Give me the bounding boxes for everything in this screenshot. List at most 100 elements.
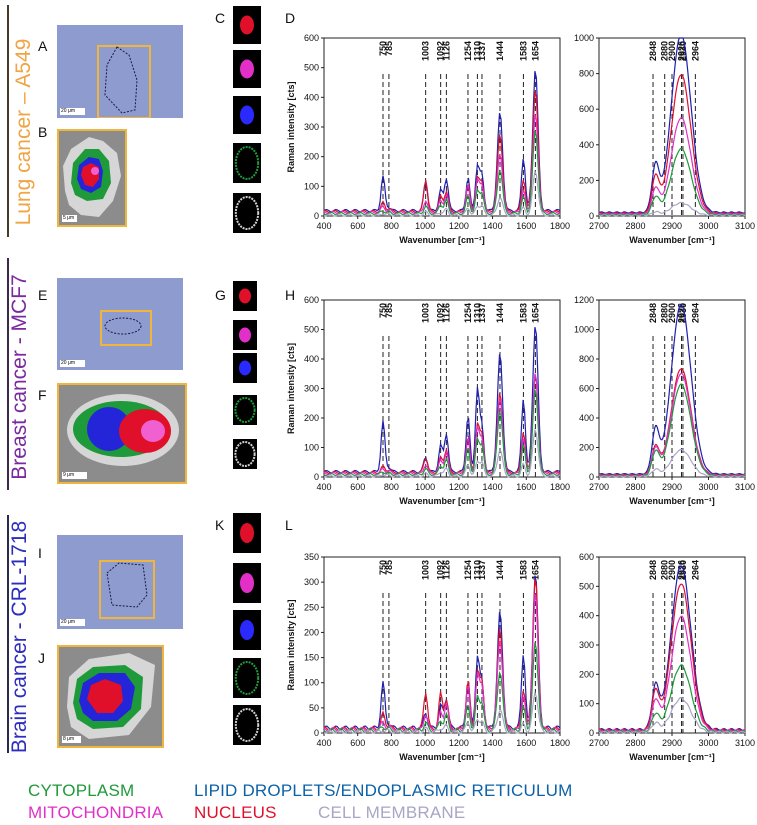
lipid-thumb xyxy=(233,353,257,383)
spectrum-line-nucleus xyxy=(323,579,561,732)
spectrum-line-cell-membrane xyxy=(324,690,561,734)
peak-label: 750 xyxy=(378,41,388,56)
x-tick-label: 2900 xyxy=(662,221,682,231)
peak-label: 2848 xyxy=(648,303,658,323)
panel-label-i: I xyxy=(38,545,42,561)
x-tick-label: 2800 xyxy=(625,482,645,492)
spectrum-line-cell-membrane xyxy=(598,448,746,478)
x-tick-label: 400 xyxy=(316,738,331,748)
x-axis-label: Wavenumber [cm⁻¹] xyxy=(629,235,714,245)
peak-label: 1444 xyxy=(495,303,505,323)
y-tick-label: 500 xyxy=(304,325,319,335)
membrane-thumb xyxy=(233,193,261,233)
x-tick-label: 1200 xyxy=(449,482,469,492)
x-tick-label: 3100 xyxy=(735,738,755,748)
x-tick-label: 800 xyxy=(384,738,399,748)
y-tick-label: 0 xyxy=(314,472,319,482)
peak-label: 750 xyxy=(378,303,388,318)
spectrum-line-lipid-droplets-er xyxy=(323,575,561,731)
cytoplasm-thumb xyxy=(233,658,261,698)
y-tick-label: 400 xyxy=(579,140,594,150)
y-tick-label: 200 xyxy=(304,152,319,162)
spectrum-line-cytoplasm xyxy=(323,642,561,734)
y-tick-label: 400 xyxy=(579,611,594,621)
x-tick-label: 2900 xyxy=(662,738,682,748)
peak-label: 1583 xyxy=(518,560,528,580)
panel-label-h: H xyxy=(285,287,296,303)
row-divider-lung xyxy=(7,5,9,237)
peak-label: 2900 xyxy=(667,303,677,323)
spectrum-line-lipid-droplets-er xyxy=(323,70,561,213)
panel-label-k: K xyxy=(215,517,225,533)
x-tick-label: 600 xyxy=(350,482,365,492)
y-tick-label: 300 xyxy=(304,384,319,394)
peak-label: 1337 xyxy=(477,41,487,61)
peak-label: 2964 xyxy=(690,41,700,61)
panel-label-f: F xyxy=(38,387,47,403)
spectrum-line-cell-membrane xyxy=(598,696,746,734)
spectrum-line-cytoplasm xyxy=(323,130,561,216)
y-tick-label: 50 xyxy=(309,703,319,713)
panel-label-e: E xyxy=(38,287,48,303)
y-tick-label: 150 xyxy=(304,653,319,663)
nucleus-thumb xyxy=(233,281,257,311)
peak-label: 1254 xyxy=(463,560,473,580)
cytoplasm-thumb xyxy=(233,143,261,183)
peak-label: 1092 xyxy=(436,303,446,323)
spectrum-line-mitochondria xyxy=(598,615,746,733)
y-tick-label: 1200 xyxy=(574,295,594,305)
panel-label-g: G xyxy=(215,287,226,303)
x-axis-label: Wavenumber [cm⁻¹] xyxy=(399,235,484,245)
y-tick-label: 600 xyxy=(579,552,594,562)
y-tick-label: 100 xyxy=(304,678,319,688)
legend-cytoplasm: CYTOPLASM xyxy=(28,781,135,800)
y-tick-label: 800 xyxy=(579,69,594,79)
x-tick-label: 600 xyxy=(350,738,365,748)
nucleus-thumb xyxy=(233,6,261,44)
peak-label: 2900 xyxy=(667,41,677,61)
y-tick-label: 0 xyxy=(314,211,319,221)
peak-label: 1126 xyxy=(441,41,451,61)
plot-frame xyxy=(323,556,561,734)
x-tick-label: 1800 xyxy=(550,221,570,231)
x-tick-label: 2700 xyxy=(589,738,609,748)
x-tick-label: 1800 xyxy=(550,482,570,492)
x-tick-label: 2800 xyxy=(625,738,645,748)
peak-label: 2964 xyxy=(690,303,700,323)
raman-map-mcf7: 9 μm xyxy=(57,383,187,484)
spectrum-line-nucleus xyxy=(323,376,561,475)
x-tick-label: 3000 xyxy=(698,482,718,492)
panel-label-b: B xyxy=(38,124,48,140)
y-tick-label: 400 xyxy=(304,354,319,364)
lipid-thumb xyxy=(233,610,261,650)
spectrum-line-cytoplasm xyxy=(598,383,746,477)
peak-label: 750 xyxy=(378,560,388,575)
x-tick-label: 3000 xyxy=(698,738,718,748)
x-axis-label: Wavenumber [cm⁻¹] xyxy=(399,496,484,506)
y-tick-label: 400 xyxy=(579,413,594,423)
peak-label: 1126 xyxy=(441,303,451,323)
raman-map-a549: 5 μm xyxy=(57,129,127,227)
peak-label: 2848 xyxy=(648,41,658,61)
microscope-image-mcf7: 20 μm xyxy=(57,278,183,370)
x-tick-label: 600 xyxy=(350,221,365,231)
nucleus-thumb xyxy=(233,513,261,553)
y-tick-label: 250 xyxy=(304,602,319,612)
panel-label-j: J xyxy=(38,650,45,666)
x-tick-label: 1000 xyxy=(415,221,435,231)
peak-label: 1003 xyxy=(421,303,431,323)
spectrum-line-cell-membrane xyxy=(324,169,561,217)
spectrum-line-cell-membrane xyxy=(598,201,746,217)
x-tick-label: 3100 xyxy=(735,482,755,492)
y-tick-label: 100 xyxy=(304,443,319,453)
y-tick-label: 200 xyxy=(579,443,594,453)
lipid-thumb xyxy=(233,96,261,134)
x-tick-label: 800 xyxy=(384,482,399,492)
panel-label-l: L xyxy=(285,517,293,533)
legend-nucleus: NUCLEUS xyxy=(194,803,277,822)
x-tick-label: 1000 xyxy=(415,738,435,748)
peak-label: 1654 xyxy=(530,41,540,61)
x-tick-label: 1600 xyxy=(516,738,536,748)
x-tick-label: 1000 xyxy=(415,482,435,492)
